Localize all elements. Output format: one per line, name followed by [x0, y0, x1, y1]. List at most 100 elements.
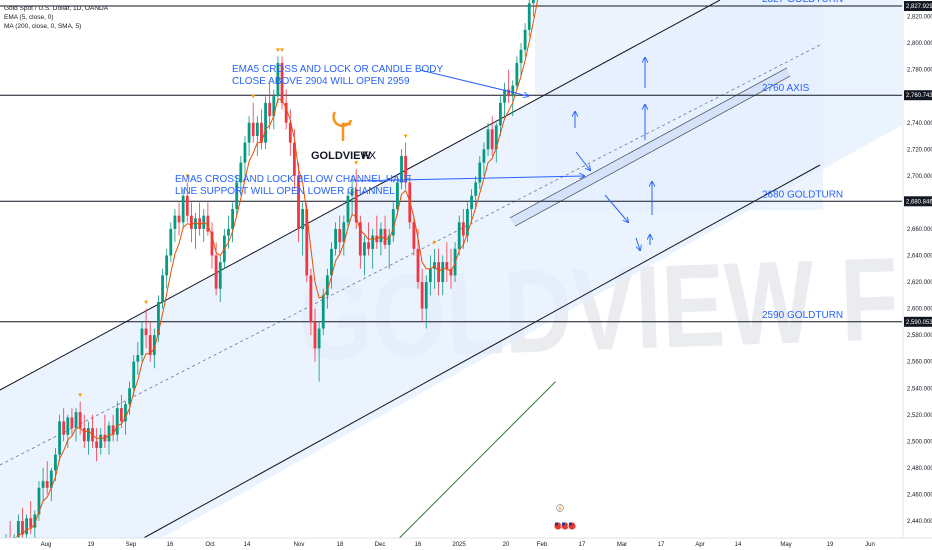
candle-body-87 [363, 242, 366, 256]
x-tick-16: Apr [695, 542, 704, 548]
projection-arrow-4 [604, 194, 628, 222]
candle-body-89 [371, 235, 375, 249]
candle-body-74 [309, 275, 313, 322]
candle-body-65 [272, 96, 276, 117]
annotation-2-line-1: EMA5 CROSS AND LOCK BELOW CHANNEL HALF [175, 174, 411, 185]
fractal-high-18 [78, 393, 83, 398]
candle-body-69 [288, 122, 292, 143]
price-tag-2: 2,827.929 [906, 4, 932, 10]
candle-body-94 [391, 209, 395, 236]
y-tick-14: 2,720.000 [907, 147, 932, 153]
level-label-5: 2590 GOLDTURN [762, 310, 843, 321]
x-tick-20: Jun [865, 542, 875, 548]
channel-lower-line [139, 164, 821, 541]
candle-body-11 [49, 470, 53, 488]
candle-body-114 [474, 182, 478, 196]
candle-body-128 [531, 0, 535, 4]
candle-body-111 [461, 222, 465, 236]
ma200-path [386, 381, 556, 550]
fractal-high-85 [354, 161, 359, 165]
candle-body-54 [227, 228, 230, 236]
candle-body-43 [181, 195, 185, 223]
y-tick-13: 2,700.000 [907, 174, 932, 180]
candle-body-73 [305, 209, 309, 276]
candle-body-12 [54, 454, 57, 471]
candle-body-23 [99, 434, 103, 448]
candle-body-99 [412, 222, 416, 249]
y-tick-7: 2,580.000 [907, 333, 932, 339]
candle-body-47 [198, 218, 202, 229]
candle-body-56 [235, 182, 239, 210]
x-tick-6: Nov [294, 542, 305, 548]
candle-body-101 [420, 282, 424, 309]
candle-body-96 [400, 155, 403, 183]
x-tick-9: 16 [415, 542, 422, 548]
candle-body-39 [165, 255, 169, 276]
annotation-1-line-1: EMA5 CROSS AND LOCK OR CANDLE BODY [232, 64, 443, 75]
symbol-title: Gold Spot / U.S. Dollar, 1D, OANDA [4, 5, 109, 12]
candle-body-97 [404, 155, 408, 183]
candle-body-31 [132, 361, 136, 389]
level-label-4: 2680 GOLDTURN [762, 189, 843, 200]
candle-body-3 [16, 521, 20, 537]
fractal-high-104 [432, 240, 437, 245]
y-tick-0: 2,440.000 [907, 519, 932, 525]
price-tag-bg-5 [904, 316, 932, 327]
us-flag-canton-1 [562, 522, 565, 526]
ema-legend: EMA (5, close, 0) [4, 14, 54, 21]
x-tick-5: 14 [244, 542, 251, 548]
candle-body-42 [177, 215, 181, 223]
candle-body-41 [173, 215, 177, 229]
candle-body-71 [297, 175, 300, 229]
candle-body-95 [396, 182, 399, 210]
candle-body-55 [231, 209, 234, 229]
projection-arrow-1 [575, 151, 590, 170]
y-tick-9: 2,620.000 [907, 280, 932, 286]
price-tag-bg-3 [904, 90, 932, 101]
fractal-high-97 [403, 134, 408, 139]
candle-body-100 [416, 248, 420, 283]
y-tick-18: 2,800.000 [907, 41, 932, 47]
candle-body-4 [21, 521, 24, 535]
x-tick-12: Feb [537, 542, 548, 548]
horizontal-levels: 2959 GOLDTURN AVERAGE2904 AXIS2827 GOLDT… [0, 0, 902, 323]
y-tick-5: 2,540.000 [907, 386, 932, 392]
x-tick-2: Sep [126, 542, 137, 548]
candle-body-105 [437, 262, 440, 283]
candle-body-116 [482, 149, 486, 163]
x-tick-17: 14 [735, 542, 742, 548]
annotations: EMA5 CROSS AND LOCK OR CANDLE BODYCLOSE … [175, 64, 584, 197]
candle-body-18 [78, 412, 82, 429]
candle-body-106 [441, 262, 445, 283]
candle-body-36 [152, 335, 156, 356]
candle-body-9 [41, 481, 45, 488]
candle-body-110 [457, 222, 461, 249]
candle-body-59 [247, 122, 251, 143]
chart-header: Gold Spot / U.S. Dollar, 1D, OANDA EMA (… [4, 5, 108, 30]
logo-text: GOLDVIEW [311, 150, 372, 162]
x-tick-13: 17 [579, 542, 586, 548]
y-tick-3: 2,500.000 [907, 439, 932, 445]
price-axis-bg [903, 0, 932, 540]
candle-body-75 [313, 321, 317, 349]
candle-body-82 [342, 222, 346, 243]
candle-body-49 [206, 215, 210, 232]
candle-body-88 [367, 242, 370, 249]
candle-body-84 [350, 189, 354, 196]
candle-body-51 [214, 255, 218, 289]
fractal-high-67 [280, 48, 285, 52]
price-tag-bg-4 [904, 196, 932, 207]
candle-body-115 [478, 162, 482, 183]
fractal-high-34 [144, 300, 149, 305]
logo-sub-text: FX [362, 150, 377, 162]
candle-body-127 [527, 3, 531, 30]
candle-body-63 [264, 102, 267, 143]
fractal-high-66 [275, 48, 280, 52]
candle-body-58 [243, 142, 247, 163]
projection-arrows [575, 58, 652, 250]
x-tick-4: Oct [205, 542, 215, 548]
candle-body-126 [523, 29, 527, 50]
candle-body-20 [87, 428, 90, 442]
